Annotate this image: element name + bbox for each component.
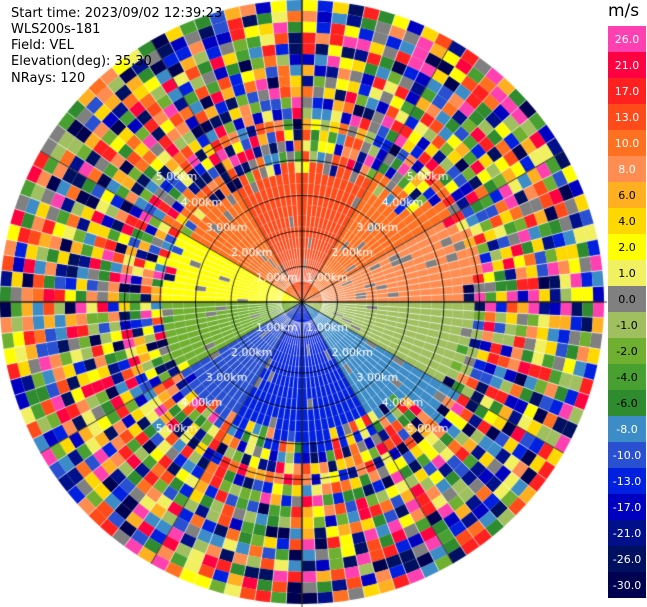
- colorbar-level: 0.0: [608, 286, 646, 312]
- colorbar-level: -2.0: [608, 338, 646, 364]
- colorbar-level: -13.0: [608, 468, 646, 494]
- colorbar-level: -6.0: [608, 390, 646, 416]
- colorbar-level: 2.0: [608, 234, 646, 260]
- colorbar-level: 4.0: [608, 208, 646, 234]
- colorbar-level: -10.0: [608, 442, 646, 468]
- instrument-label: WLS200s-181: [11, 22, 101, 37]
- field-label: Field: VEL: [11, 38, 74, 53]
- colorbar-level: 26.0: [608, 26, 646, 52]
- colorbar-level: -1.0: [608, 312, 646, 338]
- colorbar-unit: m/s: [608, 1, 640, 21]
- start-time-label: Start time: 2023/09/02 12:39:23: [11, 6, 223, 21]
- colorbar-level: 1.0: [608, 260, 646, 286]
- colorbar-level: -4.0: [608, 364, 646, 390]
- colorbar-level: -17.0: [608, 494, 646, 520]
- colorbar-level: -26.0: [608, 546, 646, 572]
- colorbar-level: 21.0: [608, 52, 646, 78]
- nrays-label: NRays: 120: [11, 71, 86, 86]
- colorbar-level: 10.0: [608, 130, 646, 156]
- elevation-label: Elevation(deg): 35.30: [11, 54, 152, 69]
- colorbar-level: 8.0: [608, 156, 646, 182]
- colorbar-level: 6.0: [608, 182, 646, 208]
- colorbar-level: 17.0: [608, 78, 646, 104]
- colorbar-level: -30.0: [608, 572, 646, 598]
- colorbar-level: -21.0: [608, 520, 646, 546]
- colorbar-level: 13.0: [608, 104, 646, 130]
- colorbar-level: -8.0: [608, 416, 646, 442]
